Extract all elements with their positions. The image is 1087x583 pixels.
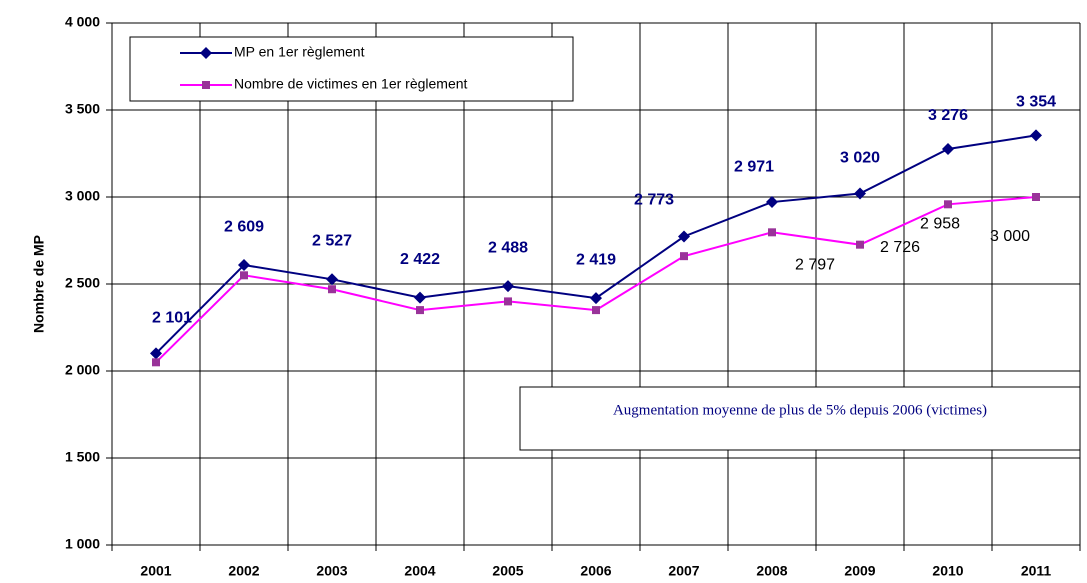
annotation-box bbox=[519, 386, 1081, 451]
data-point bbox=[944, 200, 952, 209]
y-tick-label: 3 000 bbox=[65, 188, 100, 204]
x-tick-label: 2010 bbox=[932, 563, 963, 579]
data-point bbox=[856, 240, 864, 249]
data-point bbox=[942, 142, 954, 155]
x-tick-label: 2001 bbox=[140, 563, 171, 579]
x-tick-label: 2006 bbox=[580, 563, 611, 579]
legend-box bbox=[129, 36, 574, 102]
legend-marker bbox=[200, 47, 212, 59]
y-tick-label: 4 000 bbox=[65, 14, 100, 30]
y-tick-label: 2 000 bbox=[65, 362, 100, 378]
data-label: 2 488 bbox=[488, 239, 528, 256]
x-tick-label: 2008 bbox=[756, 563, 787, 579]
data-label: 2 773 bbox=[634, 192, 674, 209]
data-label: 2 958 bbox=[920, 216, 960, 233]
x-tick-label: 2007 bbox=[668, 563, 699, 579]
data-label: 2 419 bbox=[576, 251, 616, 268]
data-point bbox=[238, 259, 250, 272]
data-label: 2 971 bbox=[734, 158, 774, 175]
x-tick-label: 2004 bbox=[404, 563, 435, 579]
data-point bbox=[680, 252, 688, 261]
data-point bbox=[678, 230, 690, 243]
data-point bbox=[414, 291, 426, 304]
annotation: Augmentation moyenne de plus de 5% depui… bbox=[613, 402, 987, 418]
data-point bbox=[592, 306, 600, 315]
data-point bbox=[326, 273, 338, 286]
data-label: 3 000 bbox=[990, 228, 1030, 245]
x-tick-label: 2002 bbox=[228, 563, 259, 579]
data-point bbox=[766, 196, 778, 209]
x-tick-label: 2003 bbox=[316, 563, 347, 579]
legend-marker bbox=[202, 81, 210, 89]
y-axis-label: Nombre de MP bbox=[31, 235, 47, 333]
data-point bbox=[328, 285, 336, 294]
data-point bbox=[504, 297, 512, 306]
legend-label: MP en 1er règlement bbox=[234, 44, 365, 60]
data-label: 3 020 bbox=[840, 150, 880, 167]
data-label: 2 527 bbox=[312, 233, 352, 250]
y-tick-label: 1 500 bbox=[65, 449, 100, 465]
data-label: 3 276 bbox=[928, 107, 968, 124]
data-label: 2 726 bbox=[880, 239, 920, 256]
data-point bbox=[502, 280, 514, 293]
x-tick-label: 2011 bbox=[1021, 563, 1052, 579]
data-label: 3 354 bbox=[1016, 94, 1056, 111]
data-label: 2 101 bbox=[152, 310, 192, 327]
data-point bbox=[152, 358, 160, 367]
x-tick-label: 2005 bbox=[492, 563, 523, 579]
data-point bbox=[1030, 129, 1042, 142]
x-tick-label: 2009 bbox=[844, 563, 875, 579]
data-point bbox=[240, 271, 248, 280]
data-point bbox=[854, 187, 866, 200]
data-point bbox=[1032, 193, 1040, 201]
data-point bbox=[768, 228, 776, 237]
data-point bbox=[416, 306, 424, 315]
data-point bbox=[590, 292, 602, 305]
data-label: 2 797 bbox=[795, 257, 835, 274]
data-label: 2 422 bbox=[400, 251, 440, 268]
y-tick-label: 2 500 bbox=[65, 275, 100, 291]
data-point bbox=[150, 347, 162, 360]
y-tick-label: 1 000 bbox=[65, 536, 100, 552]
y-tick-label: 3 500 bbox=[65, 101, 100, 117]
data-label: 2 609 bbox=[224, 218, 264, 235]
legend-label: Nombre de victimes en 1er règlement bbox=[234, 76, 468, 92]
